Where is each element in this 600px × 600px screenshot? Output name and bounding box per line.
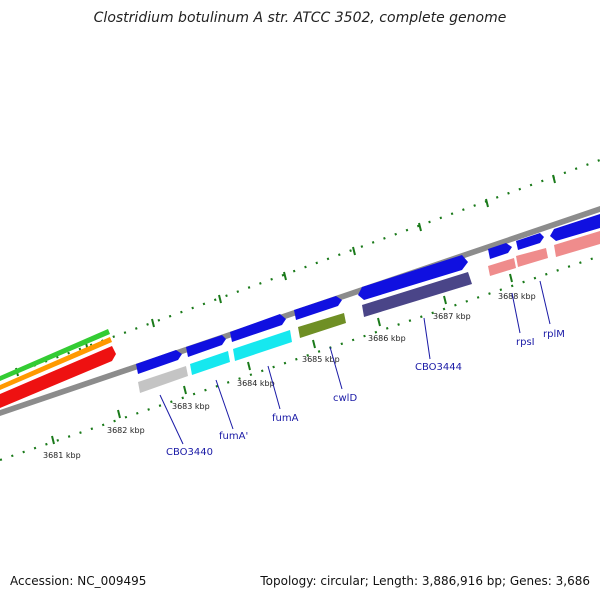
genome-summary-text: Topology: circular; Length: 3,886,916 bp… — [260, 574, 590, 588]
gene-leader-lines — [159, 280, 551, 445]
gene-label-rpsi[interactable]: rpsI — [516, 337, 535, 348]
tick-label: 3681 kbp — [43, 451, 81, 460]
tick-label: 3685 kbp — [302, 355, 340, 364]
gene-labels: CBO3440 fumA' fumA cwlD CBO3444 rpsI rpl… — [166, 329, 565, 458]
inner-major-tick — [509, 273, 513, 283]
cds-arrow[interactable] — [136, 350, 182, 374]
tick-label: 3686 kbp — [368, 334, 406, 343]
leader-line-rpsi — [511, 292, 521, 334]
pink-feature[interactable] — [516, 248, 548, 267]
accession-text: Accession: NC_009495 — [10, 574, 147, 588]
outer-major-tick — [151, 318, 155, 328]
orange-track — [0, 337, 112, 390]
gene-label-fuma-prime[interactable]: fumA' — [219, 431, 248, 442]
cds-arrow[interactable] — [294, 296, 342, 320]
tick-label: 3688 kbp — [498, 292, 536, 301]
cyan-feature[interactable] — [233, 330, 292, 361]
pink-feature[interactable] — [554, 231, 600, 257]
outer-major-tick — [485, 198, 489, 208]
cyan-feature[interactable] — [190, 351, 230, 375]
green-track — [0, 329, 110, 381]
tick-label: 3687 kbp — [433, 312, 471, 321]
outer-major-tick — [218, 294, 222, 304]
gene-label-cwld[interactable]: cwlD — [333, 393, 357, 404]
genome-title: Clostridium botulinum A str. ATCC 3502, … — [93, 10, 507, 26]
gene-label-cbo3440[interactable]: CBO3440 — [166, 447, 213, 458]
inner-major-tick — [183, 385, 187, 395]
leader-line-cbo3444 — [423, 317, 431, 360]
inner-major-tick — [312, 339, 316, 349]
leader-line-fuma-prime — [215, 379, 234, 430]
analysis-tracks — [0, 329, 116, 408]
cds-arrow[interactable] — [516, 233, 544, 250]
inner-major-tick — [117, 409, 121, 419]
cds-arrow[interactable] — [358, 255, 468, 300]
outer-major-tick — [352, 246, 356, 256]
purple-feature[interactable] — [362, 272, 472, 317]
cds-arrow[interactable] — [230, 314, 286, 342]
gray-feature[interactable] — [138, 366, 188, 393]
leader-line-fuma — [267, 365, 281, 410]
cds-features — [136, 214, 600, 374]
tick-label: 3683 kbp — [172, 402, 210, 411]
gene-label-cbo3444[interactable]: CBO3444 — [415, 362, 462, 373]
inner-tick-dotted-line — [0, 254, 600, 462]
inner-major-tick — [51, 435, 55, 445]
cds-arrow[interactable] — [488, 243, 512, 259]
gene-label-fuma[interactable]: fumA — [272, 413, 299, 424]
olive-feature[interactable] — [298, 313, 346, 338]
red-track — [0, 346, 116, 408]
pink-feature[interactable] — [488, 258, 516, 276]
leader-line-cbo3440 — [159, 394, 184, 445]
inner-major-tick — [377, 317, 381, 327]
tick-label: 3684 kbp — [237, 379, 275, 388]
position-labels: 3681 kbp 3682 kbp 3683 kbp 3684 kbp 3685… — [43, 292, 536, 460]
outer-major-tick — [418, 222, 422, 232]
outer-major-tick — [283, 271, 287, 281]
outer-major-tick — [552, 174, 556, 184]
inner-tick-ring — [0, 254, 600, 462]
cds-arrow[interactable] — [550, 214, 600, 241]
gene-label-rplm[interactable]: rplM — [543, 329, 565, 340]
secondary-features — [138, 231, 600, 393]
tick-label: 3682 kbp — [107, 426, 145, 435]
leader-line-cwld — [329, 346, 343, 390]
cds-arrow[interactable] — [186, 335, 226, 357]
inner-major-tick — [443, 295, 447, 305]
leader-line-rplm — [539, 280, 551, 325]
inner-major-tick — [247, 361, 251, 371]
